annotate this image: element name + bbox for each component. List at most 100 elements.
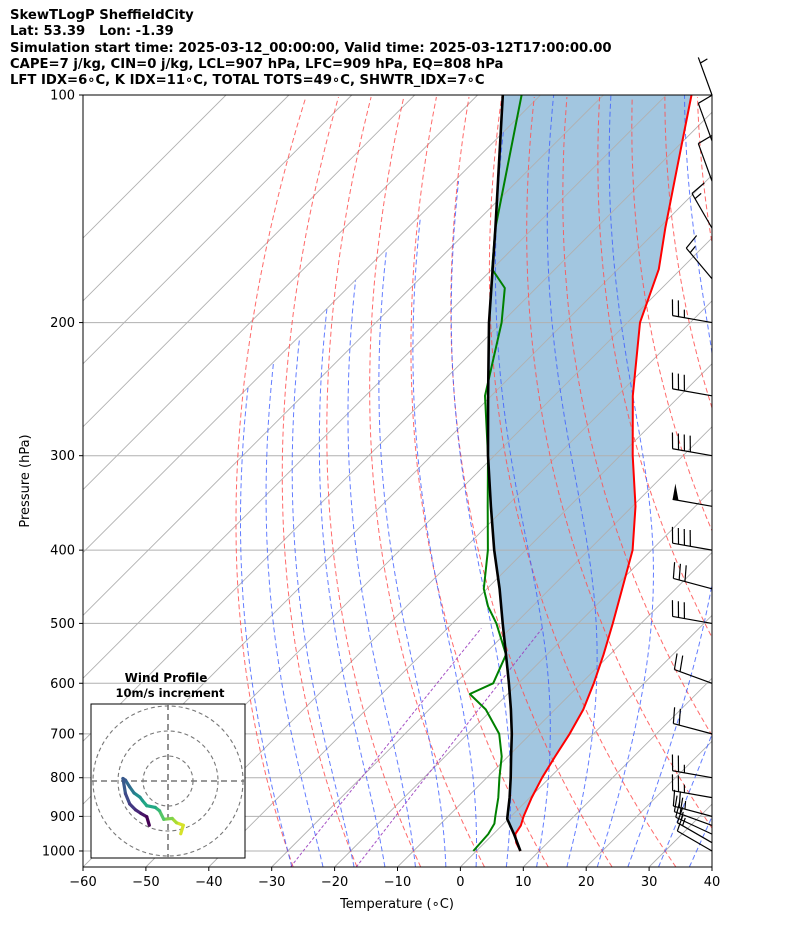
time-line: Simulation start time: 2025-03-12_00:00:…	[10, 40, 612, 56]
moist-adiabat	[318, 309, 386, 867]
barb-staff	[677, 830, 713, 852]
axis-ticks: −60 −50 −40 −30 −20 −10 0 10 20 30 40 100 200 300 400 5…	[42, 89, 720, 891]
isotherm-line	[397, 551, 712, 867]
wind-barb	[685, 235, 713, 280]
mixing-ratio-line	[290, 627, 482, 867]
dry-adiabat	[562, 96, 712, 737]
chart-title: SkewTLogP SheffieldCity	[10, 8, 194, 23]
isotherm-line	[145, 300, 712, 867]
moist-adiabat	[596, 95, 654, 867]
dry-adiabat	[664, 97, 712, 410]
barb-full	[679, 797, 684, 814]
dry-adiabat	[281, 96, 358, 867]
hodograph-segment	[121, 776, 128, 796]
isotherm-line	[271, 426, 712, 867]
cape-line: CAPE=7 j/kg, CIN=0 j/kg, LCL=907 hPa, LF…	[10, 56, 504, 72]
dry-adiabat	[326, 96, 422, 867]
barb-staff	[697, 57, 713, 96]
wind-barb	[672, 562, 713, 590]
moist-adiabat	[720, 95, 794, 867]
x-tick-label: 0	[456, 875, 464, 890]
barb-full	[672, 562, 676, 579]
barb-staff	[674, 669, 713, 684]
barb-staff	[673, 805, 713, 817]
barb-flag	[672, 483, 679, 501]
moist-adiabat	[627, 95, 712, 867]
index-line: LFT IDX=6∘C, K IDX=11∘C, TOTAL TOTS=49∘C…	[10, 73, 485, 89]
barb-full	[685, 235, 698, 249]
x-tick-label: −50	[132, 875, 159, 890]
wind-barb	[676, 807, 713, 844]
dry-adiabat	[235, 96, 307, 867]
hodograph-segment	[145, 815, 151, 827]
wind-barb	[671, 432, 713, 457]
x-tick-label: −30	[258, 875, 285, 890]
cape-area	[488, 95, 692, 851]
wind-barbs	[671, 57, 713, 852]
moist-adiabat	[658, 732, 712, 867]
wind-barb	[671, 372, 713, 397]
isotherm-line	[208, 363, 712, 867]
x-tick-label: 20	[578, 875, 595, 890]
barb-staff	[675, 816, 713, 835]
isotherm-line	[460, 614, 712, 867]
y-tick-label: 100	[50, 89, 75, 104]
wind-barb	[697, 134, 713, 182]
wind-barb	[697, 94, 713, 142]
dry-adiabat	[450, 96, 613, 867]
isotherm-line	[334, 488, 712, 867]
wind-barb	[671, 774, 713, 799]
barb-full	[678, 563, 682, 581]
location-line: Lat: 53.39 Lon: -1.39	[10, 24, 174, 40]
barb-staff	[691, 193, 713, 229]
barb-full	[673, 795, 678, 812]
y-tick-label: 600	[50, 677, 75, 692]
hodograph-subtitle: 10m/s increment	[116, 686, 225, 700]
isotherm-line	[522, 677, 712, 867]
y-tick-label: 700	[50, 727, 75, 742]
barb-staff	[672, 388, 713, 397]
y-tick-label: 400	[50, 544, 75, 559]
wind-barb	[672, 707, 713, 735]
barb-full	[691, 182, 705, 194]
isotherm-line	[711, 866, 712, 867]
x-tick-label: −20	[321, 875, 348, 890]
dry-adiabat	[730, 97, 794, 867]
plot-area	[83, 95, 794, 867]
isotherm-line	[83, 95, 290, 302]
y-tick-label: 1000	[42, 844, 75, 859]
barb-full	[672, 707, 676, 724]
dry-adiabat	[526, 96, 712, 829]
hodograph-title: Wind Profile	[125, 671, 208, 685]
dry-adiabat	[410, 96, 549, 867]
moist-adiabat	[450, 181, 512, 867]
temperature-line	[514, 95, 693, 852]
barb-half	[684, 800, 687, 810]
isotherm-line	[83, 95, 353, 365]
moist-adiabat	[291, 338, 355, 867]
isotherm-line	[83, 95, 667, 679]
wind-barb	[697, 57, 713, 96]
barb-staff	[672, 448, 713, 457]
isotherm-line	[83, 111, 712, 742]
barb-staff	[697, 143, 713, 182]
barb-staff	[672, 770, 713, 779]
x-tick-label: −10	[384, 875, 411, 890]
barb-full	[673, 653, 678, 670]
isotherm-line	[83, 95, 604, 617]
barb-staff	[677, 822, 713, 844]
barb-staff	[672, 615, 713, 624]
barb-staff	[673, 722, 713, 735]
hodograph-segment	[123, 792, 132, 806]
barb-staff	[672, 315, 713, 324]
parcel-line	[486, 95, 522, 852]
moist-adiabat	[347, 280, 416, 867]
barb-staff	[685, 247, 713, 280]
wind-barb	[671, 754, 713, 779]
barb-full	[676, 807, 684, 823]
barb-staff	[674, 811, 713, 826]
wind-barb	[672, 789, 713, 817]
barb-full	[672, 789, 676, 807]
barb-full	[678, 708, 682, 726]
y-tick-label: 800	[50, 771, 75, 786]
